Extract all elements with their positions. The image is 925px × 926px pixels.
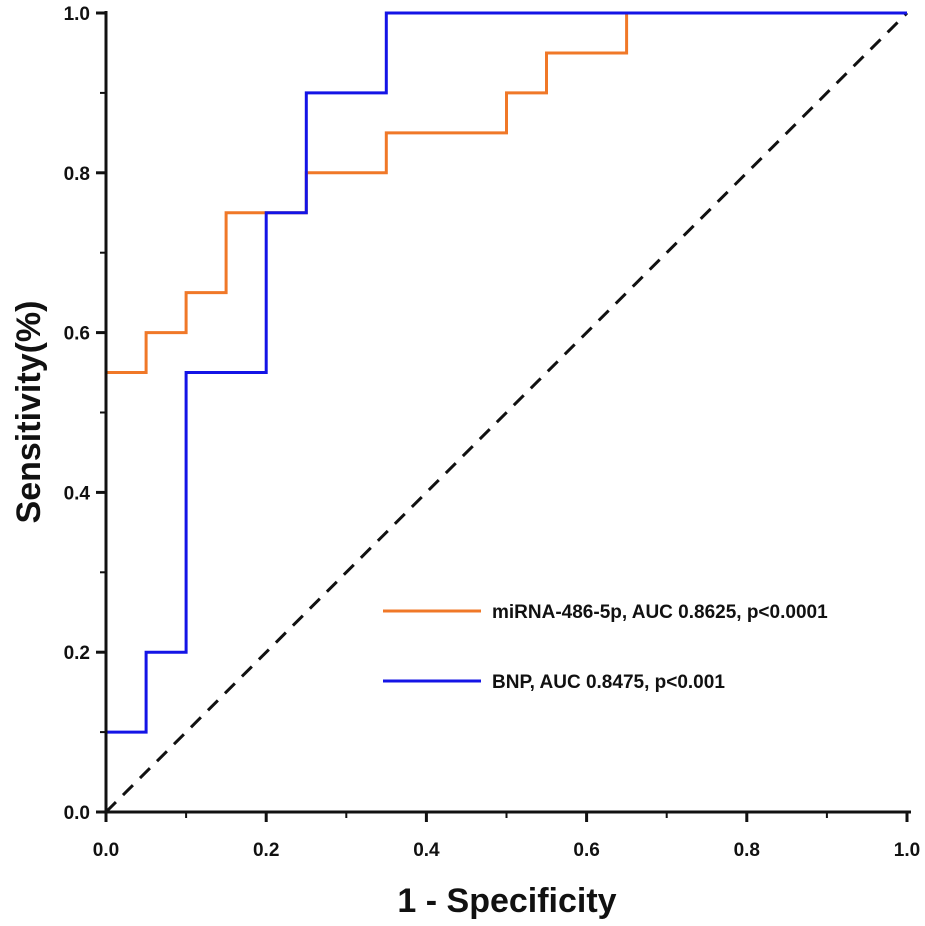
y-tick-label: 0.6 [64, 324, 90, 345]
y-tick-label: 0.8 [64, 164, 90, 185]
x-tick-label: 0.8 [734, 840, 760, 861]
legend-label: miRNA-486-5p, AUC 0.8625, p<0.0001 [492, 602, 828, 623]
y-tick-label: 0.2 [64, 643, 90, 664]
axes-layer: 0.0 0.2 0.4 0.6 0.8 1.0 0.0 0.2 0.4 0.6 0.8 1.0 [64, 4, 921, 861]
x-axis-title: 1 - Specificity [397, 882, 616, 920]
series-line-1 [104, 11, 907, 812]
y-axis-title: Sensitivity(%) [10, 301, 48, 524]
y-tick-label: 1.0 [64, 4, 90, 25]
legend-label: BNP, AUC 0.8475, p<0.001 [492, 672, 725, 693]
x-tick-label: 1.0 [894, 840, 920, 861]
x-tick-label: 0.4 [413, 840, 440, 861]
series-layer [104, 11, 909, 814]
x-tick-label: 0.2 [253, 840, 279, 861]
y-tick-label: 0.4 [64, 483, 91, 504]
legend: miRNA-486-5p, AUC 0.8625, p<0.0001 BNP, A… [383, 602, 828, 693]
reference-diagonal-line [104, 11, 909, 814]
series-line-0 [104, 13, 629, 733]
x-tick-label: 0.6 [573, 840, 599, 861]
x-tick-label: 0.0 [93, 840, 119, 861]
y-tick-label: 0.0 [64, 803, 90, 824]
